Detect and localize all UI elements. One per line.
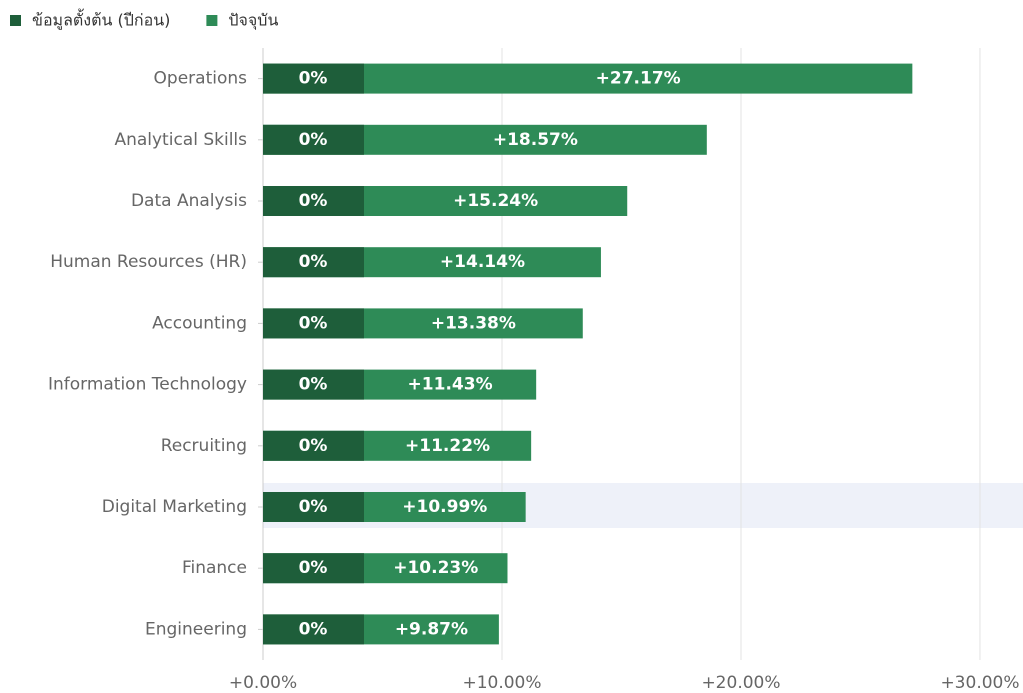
data-label: +11.22% [405, 436, 490, 456]
category-label: Digital Marketing [102, 497, 247, 517]
data-label: 0% [299, 375, 328, 395]
label-badge [263, 492, 364, 522]
category-label: Engineering [145, 619, 247, 639]
x-tick-label: +30.00% [940, 673, 1019, 693]
category-label: Information Technology [48, 375, 247, 395]
legend-swatch [10, 15, 21, 26]
data-label: +10.99% [402, 497, 487, 517]
category-label: Recruiting [161, 436, 247, 456]
data-label: +27.17% [596, 69, 681, 89]
data-label: 0% [299, 436, 328, 456]
legend-label: ข้อมูลตั้งต้น (ปีก่อน) [32, 9, 170, 31]
data-label: 0% [299, 252, 328, 272]
label-badge [263, 124, 364, 155]
bar [263, 63, 913, 94]
data-label: 0% [299, 313, 328, 333]
data-label: +18.57% [493, 130, 578, 150]
x-tick-label: +20.00% [701, 673, 780, 693]
category-label: Human Resources (HR) [50, 252, 247, 272]
data-label: +9.87% [395, 619, 468, 639]
data-label: 0% [299, 130, 328, 150]
data-label: 0% [299, 619, 328, 639]
category-label: Operations [154, 69, 248, 89]
label-badge [263, 63, 364, 94]
category-label: Data Analysis [131, 191, 247, 211]
data-label: 0% [299, 558, 328, 578]
label-badge [263, 614, 364, 645]
category-label: Finance [182, 558, 247, 578]
category-label: Accounting [152, 313, 247, 333]
data-label: +13.38% [431, 313, 516, 333]
x-tick-label: +10.00% [462, 673, 541, 693]
category-label: Analytical Skills [114, 130, 247, 150]
label-badge [263, 247, 364, 278]
label-badge [263, 369, 364, 400]
label-badge [263, 553, 364, 584]
x-tick-label: +0.00% [229, 673, 297, 693]
label-badge [263, 308, 364, 339]
legend-label: ปัจจุบัน [228, 11, 278, 31]
data-label: 0% [299, 497, 328, 517]
label-badge [263, 186, 364, 216]
data-label: +15.24% [453, 191, 538, 211]
data-label: 0% [299, 191, 328, 211]
label-badge [263, 430, 364, 461]
data-label: +14.14% [440, 252, 525, 272]
data-label: +10.23% [393, 558, 478, 578]
data-label: 0% [299, 69, 328, 89]
legend-swatch [206, 15, 218, 26]
data-label: +11.43% [408, 375, 493, 395]
